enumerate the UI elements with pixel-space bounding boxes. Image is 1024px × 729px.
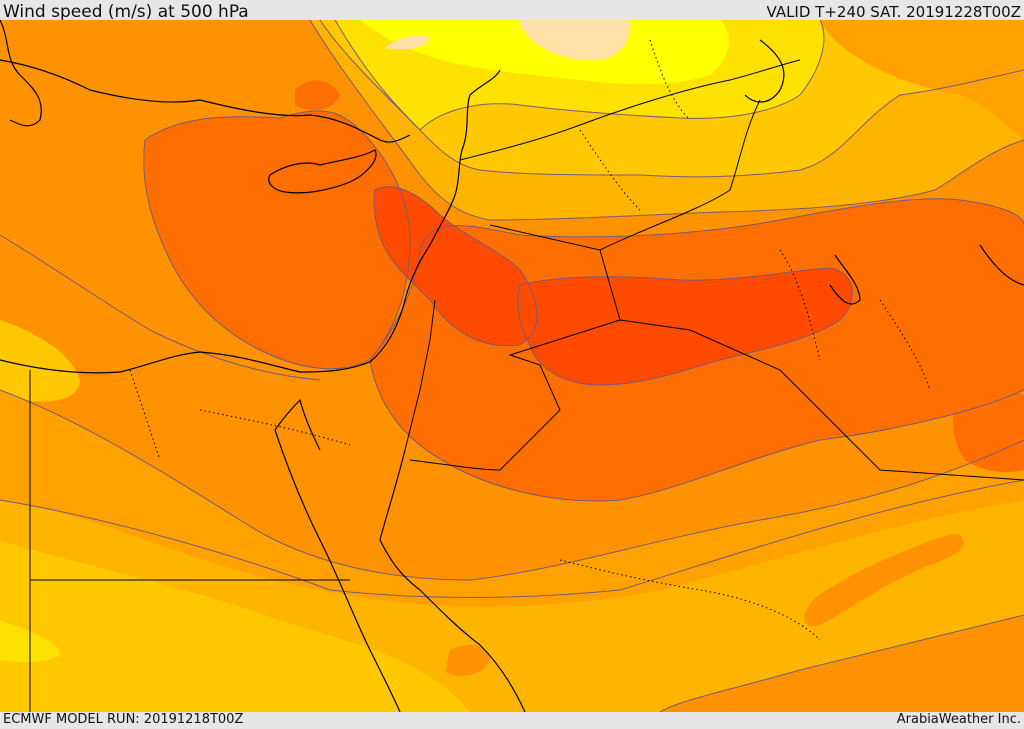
border-saudi-north <box>409 319 1024 481</box>
contour-line-4 <box>0 389 1024 581</box>
header-bar: Wind speed (m/s) at 500 hPa VALID T+240 … <box>0 0 1024 22</box>
coastline-cyprus <box>268 149 377 194</box>
credit-label: ArabiaWeather Inc. <box>896 712 1021 727</box>
coastline-red-sea-east <box>379 449 526 712</box>
coastline-gulf-of-suez <box>274 398 321 451</box>
contour-line-2 <box>369 198 1024 361</box>
wind-speed-map <box>0 20 1024 712</box>
contour-line-5 <box>0 479 1024 598</box>
wind-band-amber-northeast <box>820 20 1024 140</box>
contour-line-9 <box>517 267 853 386</box>
coastline-persian-gulf <box>829 244 1024 305</box>
contour-line-3 <box>369 359 1024 502</box>
wind-band-red-orange-iraq <box>518 268 853 385</box>
border-iraq-syria <box>489 99 761 321</box>
coastline-aegean <box>0 20 42 127</box>
wind-band-peach-small <box>385 35 430 50</box>
wind-band-amber-middle <box>0 390 1024 607</box>
contour-line-11 <box>0 234 321 381</box>
contour-line-12 <box>659 614 1024 712</box>
wind-band-red-orange-levant <box>374 186 537 346</box>
wind-band-pale-yellow-north <box>360 20 729 85</box>
footer-bar: ECMWF MODEL RUN: 20191218T00Z ArabiaWeat… <box>0 712 1024 729</box>
border-internal-dotted-1 <box>129 369 821 641</box>
contour-line-10 <box>373 186 538 347</box>
coastline-red-sea-west <box>274 429 401 712</box>
wind-band-orange-persian-gulf <box>953 389 1024 472</box>
contour-line-6 <box>309 20 1024 221</box>
wind-band-yellow-west <box>0 320 80 402</box>
wind-band-peach-north <box>520 20 631 61</box>
valid-time-label: VALID T+240 SAT. 20191228T00Z <box>766 3 1021 21</box>
wind-band-orange-east-streak <box>804 534 964 626</box>
wind-band-dark-orange-north <box>295 80 340 111</box>
wind-band-orange-red-sea <box>445 644 490 676</box>
wind-band-yellow-gold-southwest <box>0 540 470 712</box>
map-title: Wind speed (m/s) at 500 hPa <box>3 2 249 22</box>
coastline-mediterranean <box>0 69 501 374</box>
border-jordan-israel <box>404 299 436 451</box>
border-turkey-syria <box>459 59 801 161</box>
map-canvas <box>0 20 1024 712</box>
wind-band-dark-orange-mediterranean <box>143 110 410 369</box>
wind-band-orange-southeast <box>660 615 1024 712</box>
coastline-caspian <box>744 39 785 103</box>
coastline-turkey-south <box>0 59 411 143</box>
contour-line-8 <box>334 20 825 131</box>
model-run-label: ECMWF MODEL RUN: 20191218T00Z <box>3 712 244 727</box>
